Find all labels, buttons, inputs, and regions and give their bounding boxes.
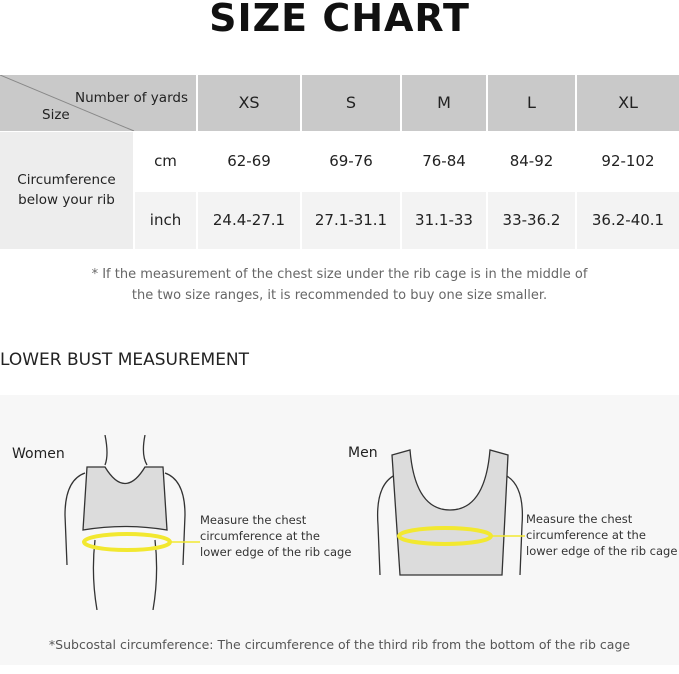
corner-bottom-label: Size [42,107,70,123]
instruction-line: circumference at the [526,528,646,542]
note-line: * If the measurement of the chest size u… [91,267,588,282]
value-cell: 84-92 [487,131,577,192]
row-label: Circumference below your rib [0,131,135,250]
value-cell: 24.4-27.1 [197,191,302,250]
value-cell: 92-102 [576,131,679,192]
note-line: the two size ranges, it is recommended t… [131,288,548,303]
page-title: SIZE CHART [209,0,470,40]
diagonal-line [0,75,135,131]
unit-cell: cm [134,131,198,192]
value-cell: 36.2-40.1 [576,191,679,250]
instruction-line: lower edge of the rib cage [200,545,352,559]
value-cell: 69-76 [301,131,402,192]
value-cell: 27.1-31.1 [301,191,402,250]
size-l: L [487,75,577,132]
women-instruction: Measure the chest circumference at the l… [200,512,351,560]
size-xs: XS [197,75,302,132]
instruction-line: Measure the chest [526,512,633,526]
size-note: * If the measurement of the chest size u… [0,264,679,306]
footnote: *Subcostal circumference: The circumfere… [48,637,631,652]
men-figure-illustration [376,449,525,576]
instruction-line: lower edge of the rib cage [526,544,678,558]
size-s: S [301,75,402,132]
corner-top-label: Number of yards [74,90,188,106]
size-xl: XL [576,75,679,132]
men-label: Men [348,445,378,461]
women-label: Women [12,446,65,462]
unit-cell: inch [134,191,198,250]
table-row: inch 24.4-27.1 27.1-31.1 31.1-33 33-36.2… [0,191,679,250]
section-title: LOWER BUST MEASUREMENT [0,350,250,370]
value-cell: 76-84 [401,131,488,192]
value-cell: 62-69 [197,131,302,192]
value-cell: 33-36.2 [487,191,577,250]
value-cell: 31.1-33 [401,191,488,250]
size-table: Number of yards Size XS S M L XL Circumf… [0,75,679,250]
table-row: Circumference below your rib cm 62-69 69… [0,131,679,250]
women-figure-illustration [64,435,200,610]
header-row: Number of yards Size XS S M L XL [0,75,679,132]
instruction-line: circumference at the [200,529,320,543]
corner-cell: Number of yards Size [0,75,198,132]
instruction-line: Measure the chest [200,513,307,527]
measurement-panel: Women Measure the chest circumference at… [0,395,679,665]
size-m: M [401,75,488,132]
men-instruction: Measure the chest circumference at the l… [526,511,677,559]
